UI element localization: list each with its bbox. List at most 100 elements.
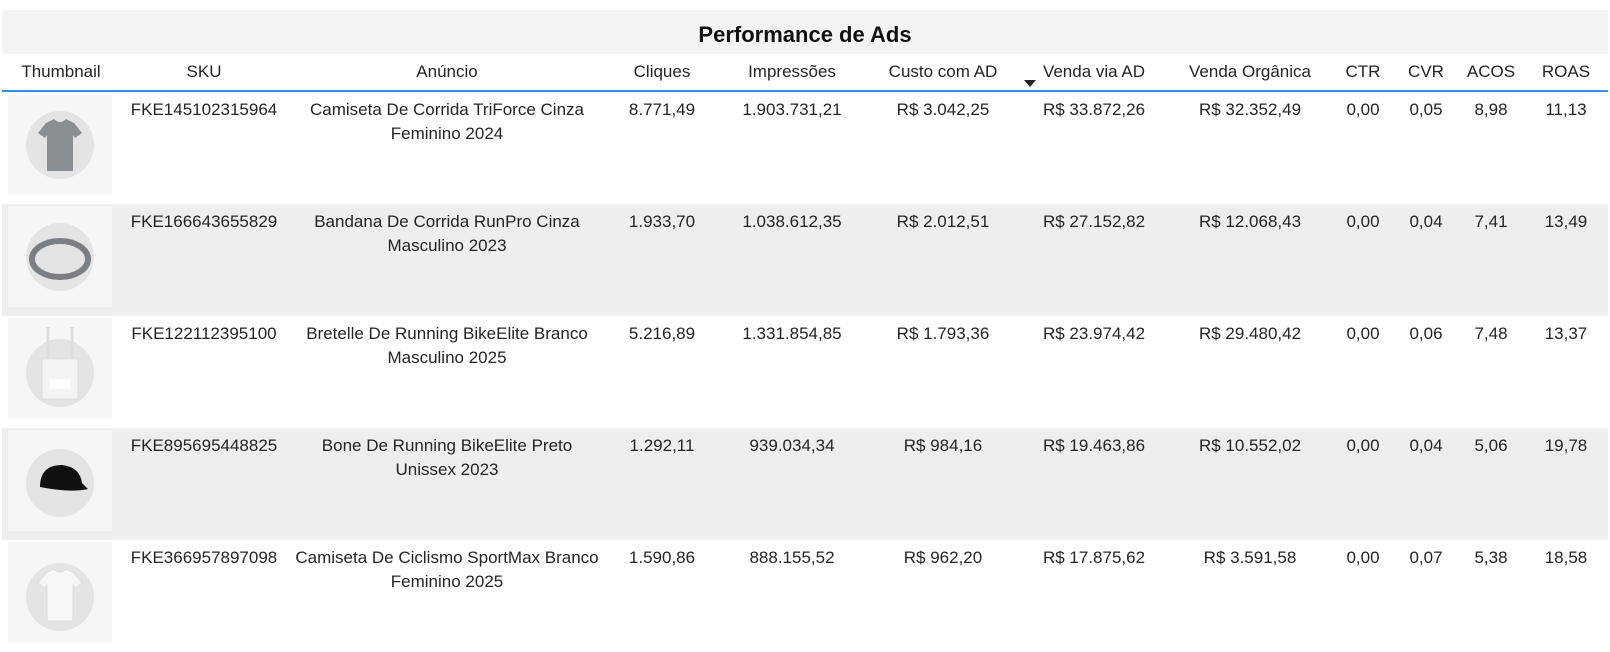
- table-cell: 939.034,34: [718, 428, 866, 540]
- column-header-label: SKU: [186, 62, 222, 81]
- thumbnail-cell: [2, 91, 120, 204]
- table-cell: 1.038.612,35: [718, 204, 866, 316]
- table-cell: FKE366957897098: [130, 548, 278, 567]
- table-cell: 13,37: [1544, 324, 1588, 343]
- thumbnail: [8, 95, 112, 195]
- table-cell: 888.155,52: [749, 548, 835, 567]
- product-image: [26, 223, 94, 291]
- ads-table: Thumbnail SKU Anúncio Cliques Impressões Cust…: [2, 54, 1608, 652]
- table-cell: 0,07: [1409, 548, 1443, 567]
- column-header-label: Venda via AD: [1042, 62, 1146, 81]
- column-header-label: ACOS: [1466, 62, 1516, 81]
- column-header-label: Impressões: [748, 62, 836, 81]
- table-cell: R$ 32.352,49: [1198, 100, 1302, 119]
- table-cell: 1.331.854,85: [742, 324, 842, 343]
- table-cell: R$ 3.591,58: [1203, 548, 1297, 567]
- thumbnail-cell: [2, 428, 120, 540]
- table-cell: 7,41: [1458, 204, 1524, 316]
- visual-title: Performance de Ads: [698, 22, 912, 47]
- table-cell: 0,05: [1409, 100, 1443, 119]
- table-row: FKE366957897098 Camiseta De Ciclismo Spor…: [2, 540, 1608, 652]
- table-cell: R$ 23.974,42: [1042, 324, 1146, 343]
- column-header-label: CVR: [1408, 62, 1444, 81]
- column-header: Anúncio: [288, 54, 606, 92]
- product-image: [26, 563, 94, 631]
- report-visual: Performance de Ads Thumbnail SKU Anúncio Cl…: [2, 10, 1608, 652]
- column-header-label: Anúncio: [416, 62, 478, 81]
- column-header: ACOS: [1458, 54, 1524, 92]
- table-cell: 1.933,70: [606, 204, 718, 316]
- table-cell: R$ 33.872,26: [1042, 100, 1146, 119]
- column-header: CTR: [1332, 54, 1394, 92]
- table-cell: R$ 17.875,62: [1042, 548, 1146, 567]
- table-cell: 19,78: [1524, 428, 1608, 540]
- column-header-label: ROAS: [1541, 62, 1591, 81]
- column-header: CVR: [1394, 54, 1458, 92]
- column-header: Venda via AD: [1020, 54, 1168, 92]
- table-row: FKE895695448825 Bone De Running BikeElite…: [2, 428, 1608, 540]
- table-cell: R$ 19.463,86: [1020, 428, 1168, 540]
- table-cell: FKE166643655829: [120, 204, 288, 316]
- column-header: Thumbnail: [2, 54, 120, 92]
- table-cell: R$ 12.068,43: [1168, 204, 1332, 316]
- product-image: [26, 449, 94, 517]
- table-row: FKE166643655829 Bandana De Corrida RunPro…: [2, 204, 1608, 316]
- table-cell: Bretelle De Running BikeElite Branco Mas…: [306, 324, 588, 367]
- table-cell: 11,13: [1545, 100, 1587, 119]
- table-cell: 1.292,11: [606, 428, 718, 540]
- table-cell: FKE122112395100: [131, 324, 277, 343]
- table-cell: R$ 27.152,82: [1020, 204, 1168, 316]
- column-header: Cliques: [606, 54, 718, 92]
- table-cell: 0,00: [1346, 100, 1380, 119]
- table-cell: Camiseta De Ciclismo SportMax Branco Fem…: [295, 548, 599, 591]
- product-image: [26, 327, 94, 407]
- thumbnail: [8, 207, 112, 307]
- table-cell: R$ 2.012,51: [866, 204, 1020, 316]
- table-cell: 5,06: [1458, 428, 1524, 540]
- column-header-label: Thumbnail: [21, 62, 101, 81]
- sort-indicator: [1024, 80, 1036, 87]
- thumbnail: [8, 319, 112, 419]
- column-header: Impressões: [718, 54, 866, 92]
- table-row: FKE122112395100 Bretelle De Running BikeE…: [2, 316, 1608, 428]
- column-header: Venda Orgânica: [1168, 54, 1332, 92]
- table-cell: 18,58: [1544, 548, 1588, 567]
- table-cell: R$ 10.552,02: [1168, 428, 1332, 540]
- table-cell: Bandana De Corrida RunPro Cinza Masculin…: [288, 204, 606, 316]
- column-header: ROAS: [1524, 54, 1608, 92]
- table-cell: Camiseta De Corrida TriForce Cinza Femin…: [310, 100, 584, 143]
- table-cell: R$ 1.793,36: [896, 324, 990, 343]
- header-row: Thumbnail SKU Anúncio Cliques Impressões Cust…: [2, 54, 1608, 92]
- table-cell: 1.590,86: [628, 548, 696, 567]
- table-cell: R$ 962,20: [903, 548, 983, 567]
- table-cell: FKE895695448825: [120, 428, 288, 540]
- thumbnail-cell: [2, 204, 120, 316]
- thumbnail: [8, 543, 112, 643]
- table-row: FKE145102315964 Camiseta De Corrida TriFo…: [2, 91, 1608, 204]
- thumbnail-cell: [2, 316, 120, 428]
- table-cell: 13,49: [1524, 204, 1608, 316]
- table-cell: 0,06: [1409, 324, 1443, 343]
- column-header-label: Custo com AD: [888, 62, 998, 81]
- product-image: [26, 111, 94, 179]
- table-cell: 8,98: [1474, 100, 1508, 119]
- table-cell: 0,00: [1332, 428, 1394, 540]
- column-header-label: Cliques: [633, 62, 691, 81]
- table-cell: 5,38: [1474, 548, 1508, 567]
- table-cell: 1.903.731,21: [742, 100, 842, 119]
- column-header: SKU: [120, 54, 288, 92]
- table-cell: 5.216,89: [628, 324, 696, 343]
- column-header: Custo com AD: [866, 54, 1020, 92]
- table-cell: 8.771,49: [628, 100, 696, 119]
- column-header-label: Venda Orgânica: [1189, 62, 1311, 81]
- table-cell: 0,04: [1394, 428, 1458, 540]
- thumbnail-cell: [2, 540, 120, 652]
- table-cell: R$ 984,16: [866, 428, 1020, 540]
- table-cell: R$ 3.042,25: [896, 100, 990, 119]
- table-cell: 0,00: [1332, 204, 1394, 316]
- thumbnail: [8, 431, 112, 531]
- table-body: FKE145102315964 Camiseta De Corrida TriFo…: [2, 91, 1608, 652]
- table-cell: 0,04: [1394, 204, 1458, 316]
- table-cell: 7,48: [1474, 324, 1508, 343]
- table-cell: Bone De Running BikeElite Preto Unissex …: [288, 428, 606, 540]
